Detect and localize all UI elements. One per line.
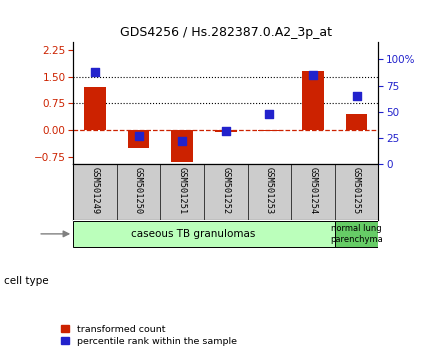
Text: GSM501254: GSM501254 bbox=[308, 167, 317, 214]
Point bbox=[222, 128, 229, 133]
Point bbox=[179, 138, 186, 144]
Point bbox=[266, 111, 273, 117]
Point bbox=[353, 93, 360, 99]
Bar bbox=[302, 71, 324, 130]
Point bbox=[135, 133, 142, 139]
Bar bbox=[335, 221, 378, 247]
Text: GSM501255: GSM501255 bbox=[352, 167, 361, 214]
Text: cell type: cell type bbox=[4, 276, 49, 286]
Text: GSM501250: GSM501250 bbox=[134, 167, 143, 214]
Bar bbox=[346, 114, 368, 130]
Text: normal lung
parenchyma: normal lung parenchyma bbox=[330, 224, 383, 244]
Text: GSM501249: GSM501249 bbox=[90, 167, 99, 214]
Legend: transformed count, percentile rank within the sample: transformed count, percentile rank withi… bbox=[61, 325, 236, 346]
Bar bbox=[84, 87, 106, 130]
Bar bbox=[128, 130, 150, 148]
Bar bbox=[73, 221, 335, 247]
Point bbox=[92, 69, 98, 75]
Bar bbox=[171, 130, 193, 162]
Text: GSM501251: GSM501251 bbox=[178, 167, 187, 214]
Point bbox=[310, 72, 316, 78]
Text: caseous TB granulomas: caseous TB granulomas bbox=[131, 229, 255, 239]
Title: GDS4256 / Hs.282387.0.A2_3p_at: GDS4256 / Hs.282387.0.A2_3p_at bbox=[120, 25, 332, 39]
Text: GSM501252: GSM501252 bbox=[221, 167, 230, 214]
Bar bbox=[215, 130, 237, 132]
Text: GSM501253: GSM501253 bbox=[265, 167, 274, 214]
Bar bbox=[258, 130, 280, 131]
